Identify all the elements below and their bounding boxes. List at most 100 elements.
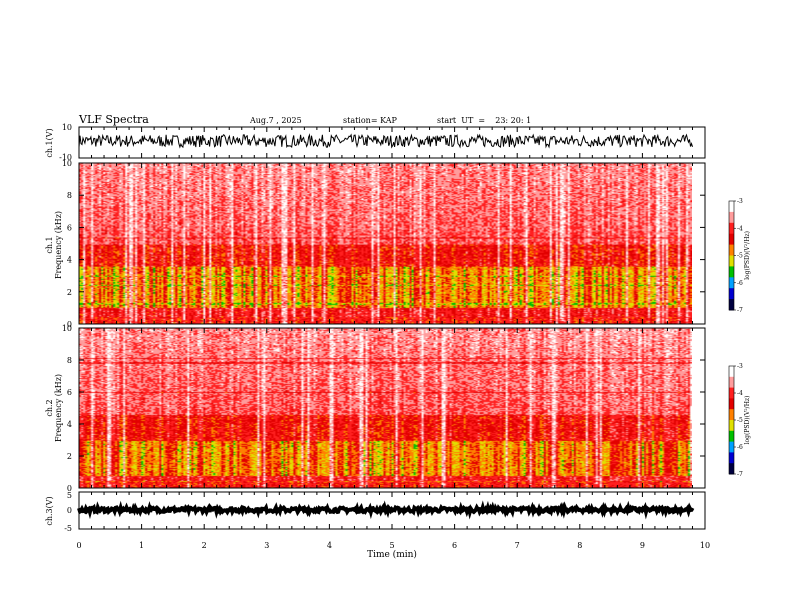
- colorbar-segment: [729, 448, 734, 452]
- ytick-label: 6: [67, 223, 72, 232]
- colorbar-segment: [729, 400, 734, 403]
- ch2-spectrogram-ylabel-channel: ch.2: [45, 399, 54, 416]
- colorbar-segment: [729, 201, 734, 204]
- ch3-ytick-top: 5: [67, 491, 72, 500]
- colorbar-segment: [729, 463, 734, 466]
- ch3-ytick-mid: 0: [67, 506, 72, 515]
- colorbar-segment: [729, 250, 734, 253]
- colorbar-segment: [729, 280, 734, 284]
- station-label: station= KAP: [343, 116, 398, 125]
- colorbar-segment: [729, 230, 734, 233]
- colorbar-segment: [729, 423, 734, 426]
- colorbar-segment: [729, 366, 734, 369]
- colorbar-segment: [729, 382, 734, 385]
- colorbar-segment: [729, 304, 734, 307]
- start-ut-label: start UT = 23: 20: 1: [437, 116, 531, 125]
- colorbar-segment: [729, 228, 734, 231]
- colorbar-segment: [729, 371, 734, 374]
- colorbar-segment: [729, 393, 734, 396]
- colorbar-segment: [729, 308, 734, 311]
- colorbar-segment: [729, 277, 734, 280]
- colorbar-segment: [729, 450, 734, 453]
- colorbar-segment: [729, 412, 734, 416]
- colorbar-segment: [729, 248, 734, 251]
- colorbar-segment: [729, 414, 734, 417]
- ytick-label: 10: [62, 324, 72, 333]
- colorbar-segment: [729, 266, 734, 269]
- colorbar-segment: [729, 270, 734, 273]
- colorbar-segment: [729, 430, 734, 434]
- xtick-label: 2: [202, 541, 207, 550]
- colorbar-segment: [729, 273, 734, 276]
- colorbar-segment: [729, 202, 734, 206]
- colorbar-segment: [729, 253, 734, 256]
- ch1-spectrogram-ylabel-channel: ch.1: [45, 236, 54, 253]
- colorbar-segment: [729, 288, 734, 291]
- ytick-label: 8: [67, 191, 72, 200]
- colorbar-segment: [729, 420, 734, 423]
- colorbar-segment: [729, 240, 734, 244]
- colorbar-segment: [729, 454, 734, 457]
- colorbar-segment: [729, 441, 734, 444]
- colorbar-tick-label: -7: [737, 307, 743, 314]
- colorbar-segment: [729, 427, 734, 430]
- ch1-colorbar: -3 -4 -5 -6 -7 log(PSD)(V²/Hz): [728, 198, 751, 314]
- colorbar-segment: [729, 291, 734, 295]
- colorbar-segment: [729, 461, 734, 464]
- colorbar-segment: [729, 210, 734, 213]
- colorbar-segment: [729, 445, 734, 448]
- colorbar-tick-label: -6: [737, 444, 743, 451]
- colorbar-segment: [729, 384, 734, 387]
- colorbar-segment: [729, 421, 734, 425]
- ch1-spectrogram-ylabel-freq: Frequency (kHz): [54, 211, 63, 279]
- xtick-label: 9: [640, 541, 645, 550]
- colorbar-segment: [729, 425, 734, 428]
- colorbar-segment: [729, 242, 734, 246]
- ch1-ytick-bottom: -10: [59, 153, 72, 162]
- xtick-label: 3: [264, 541, 269, 550]
- colorbar-segment: [729, 219, 734, 222]
- colorbar-segment: [729, 271, 734, 275]
- colorbar-segment: [729, 255, 734, 258]
- colorbar-segment: [729, 226, 734, 229]
- ytick-label: 2: [67, 288, 72, 297]
- colorbar-segment: [729, 259, 734, 262]
- colorbar-segment: [729, 244, 734, 247]
- colorbar-segment: [729, 391, 734, 394]
- figure-title: VLF Spectra: [78, 113, 149, 126]
- colorbar-segment: [729, 290, 734, 293]
- ch1-spectrogram-yticks: 0 2 4 6 8 10: [62, 159, 705, 329]
- colorbar-tick-label: -3: [737, 198, 743, 205]
- colorbar-segment: [729, 459, 734, 462]
- colorbar-segment: [729, 411, 734, 414]
- ytick-label: 8: [67, 356, 72, 365]
- colorbar-segment: [729, 284, 734, 287]
- colorbar-segment: [729, 286, 734, 289]
- colorbar-segment: [729, 295, 734, 298]
- colorbar-segment: [729, 233, 734, 237]
- xtick-label: 0: [76, 541, 81, 550]
- ytick-label: 4: [67, 420, 72, 429]
- colorbar-segment: [729, 220, 734, 224]
- colorbar-segment: [729, 268, 734, 271]
- xtick-label: 7: [515, 541, 520, 550]
- x-axis-ticks: [78, 127, 706, 529]
- date-label: Aug.7 , 2025: [249, 116, 302, 125]
- colorbar-segment: [729, 222, 734, 226]
- colorbar-tick-label: -3: [737, 363, 743, 370]
- colorbar-segment: [729, 429, 734, 432]
- colorbar-segment: [729, 282, 734, 286]
- ch1-ytick-top: 10: [62, 123, 72, 132]
- colorbar-tick-label: -5: [737, 417, 743, 424]
- colorbar-segment: [729, 299, 734, 302]
- colorbar-tick-label: -5: [737, 253, 743, 260]
- ch2-spectrogram-ylabel-freq: Frequency (kHz): [54, 374, 63, 442]
- colorbar-segment: [729, 456, 734, 459]
- colorbar-segment: [729, 403, 734, 407]
- ch3-waveform-panel: 5 0 -5 ch.3(V): [45, 491, 706, 533]
- x-axis-label: Time (min): [367, 549, 417, 560]
- xtick-label: 8: [577, 541, 582, 550]
- colorbar-segment: [729, 378, 734, 381]
- ytick-label: 2: [67, 452, 72, 461]
- colorbar-segment: [729, 436, 734, 439]
